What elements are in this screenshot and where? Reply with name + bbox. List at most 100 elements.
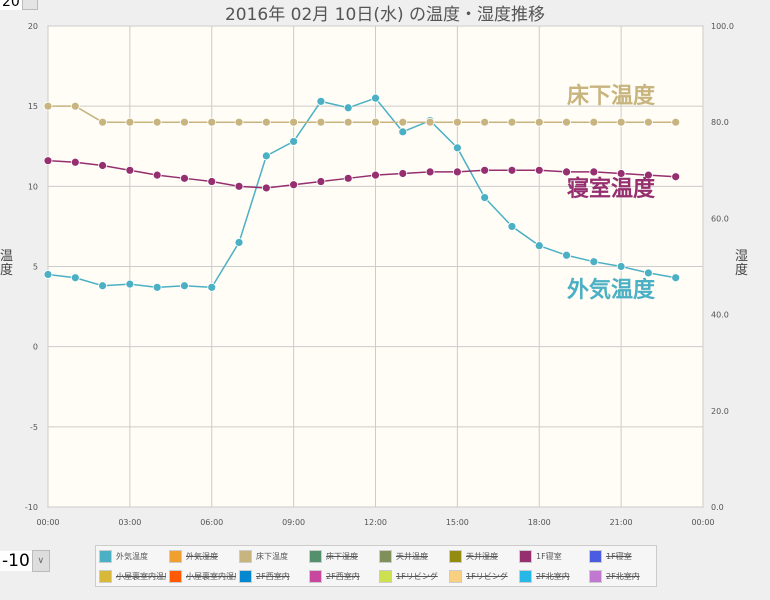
data-point (644, 268, 653, 278)
data-point (343, 173, 353, 183)
data-point (398, 127, 408, 137)
legend-swatch (519, 569, 532, 583)
range-select[interactable]: -10 ∨ (0, 550, 50, 572)
y-tick-label: -10 (25, 503, 38, 512)
legend-item[interactable]: 床下温度 (236, 546, 306, 566)
data-point (316, 117, 326, 127)
data-point (43, 156, 53, 166)
data-point (589, 117, 599, 127)
data-point (589, 257, 599, 267)
legend-item[interactable]: 1Fリビング (376, 566, 446, 586)
data-point (671, 117, 681, 127)
data-point (289, 180, 299, 190)
x-tick-label: 21:00 (610, 518, 633, 527)
legend-item[interactable]: 外気温度 (96, 546, 166, 566)
data-point (534, 117, 544, 127)
legend-item[interactable]: 小屋裏室内温度 (96, 566, 166, 586)
legend-swatch (309, 569, 322, 583)
legend-item[interactable]: 天井温度 (376, 546, 446, 566)
data-point (534, 165, 544, 175)
legend-item[interactable]: 2F西室内 (236, 566, 306, 586)
y-tick-label: 20 (28, 22, 38, 31)
data-point (70, 101, 80, 111)
data-point (43, 101, 53, 111)
series-label: 床下温度 (567, 83, 656, 109)
legend-label: 1F寝室 (606, 551, 632, 561)
data-point (234, 238, 244, 247)
data-point (261, 117, 271, 127)
data-point (480, 165, 490, 175)
data-point (125, 117, 135, 127)
data-point (70, 273, 80, 283)
x-tick-label: 18:00 (528, 518, 551, 527)
legend-swatch (239, 569, 252, 583)
x-tick-label: 15:00 (446, 518, 469, 527)
data-point (98, 117, 107, 127)
data-point (343, 103, 353, 113)
x-tick-label: 09:00 (282, 518, 305, 527)
legend-swatch (169, 549, 182, 563)
data-point (289, 117, 299, 127)
series-label: 寝室温度 (567, 176, 656, 202)
series-line (47, 159, 676, 189)
x-tick-label: 06:00 (200, 518, 223, 527)
data-point (398, 169, 408, 178)
data-point (125, 279, 135, 289)
y-tick-label: -5 (30, 423, 38, 432)
legend-label: 2F北室内 (606, 571, 640, 581)
chart: -10 -5 0 5 10 15 20 0.0 20.0 40.0 60.0 80.0 100.0 00:… (25, 22, 734, 527)
data-point (180, 281, 189, 291)
legend-item[interactable]: 床下湿度 (306, 546, 376, 566)
legend-item[interactable]: 1F寝室 (586, 546, 656, 566)
data-point (507, 165, 517, 175)
data-point (562, 117, 571, 127)
legend-label: 2F西室内 (256, 571, 290, 581)
y-tick-label: 15 (28, 102, 38, 111)
data-point (589, 167, 599, 177)
legend-item[interactable]: 1F寝室 (516, 546, 586, 566)
data-point (616, 169, 626, 178)
legend-label: 2F西室内 (326, 571, 360, 581)
data-point (261, 151, 271, 161)
data-point (425, 117, 435, 127)
top-value: 20 (0, 0, 22, 10)
data-point (452, 117, 462, 127)
data-point (562, 167, 571, 177)
checkbox[interactable] (22, 0, 38, 10)
legend-item[interactable]: 2F北室内 (516, 566, 586, 586)
legend: 外気温度 外気湿度 床下温度 床下湿度 天井温度 天井湿度 1F寝室 1F寝室小屋裏室内温度 小… (95, 545, 657, 587)
data-point (371, 117, 380, 127)
legend-label: 小屋裏室内湿度 (186, 571, 236, 581)
data-point (644, 170, 653, 180)
legend-label: 小屋裏室内温度 (116, 571, 166, 581)
chevron-down-icon[interactable]: ∨ (31, 550, 50, 572)
y-axis-label: 温度 (0, 249, 14, 278)
data-point (671, 273, 681, 283)
data-point (43, 270, 53, 279)
legend-item[interactable]: 小屋裏室内湿度 (166, 566, 236, 586)
legend-item[interactable]: 外気湿度 (166, 546, 236, 566)
data-point (289, 137, 299, 146)
range-select-value: -10 (0, 551, 32, 571)
data-point (343, 117, 353, 127)
legend-item[interactable]: 2F北室内 (586, 566, 656, 586)
legend-label: 床下温度 (256, 551, 288, 561)
data-point (98, 161, 107, 170)
data-point (371, 93, 380, 103)
y2-tick-label: 60.0 (711, 214, 729, 223)
legend-label: 1Fリビング (466, 571, 508, 581)
data-point (452, 143, 462, 153)
legend-swatch (449, 549, 462, 563)
data-point (207, 117, 217, 127)
data-point (180, 117, 189, 127)
y-tick-label: 0 (33, 343, 38, 352)
legend-swatch (449, 569, 462, 583)
legend-item[interactable]: 天井湿度 (446, 546, 516, 566)
legend-item[interactable]: 1Fリビング (446, 566, 516, 586)
y-tick-label: 10 (28, 182, 38, 191)
data-point (125, 165, 135, 175)
legend-item[interactable]: 2F西室内 (306, 566, 376, 586)
legend-label: 1F寝室 (536, 551, 562, 561)
legend-swatch (169, 569, 182, 583)
y-tick-label: 5 (33, 263, 38, 272)
